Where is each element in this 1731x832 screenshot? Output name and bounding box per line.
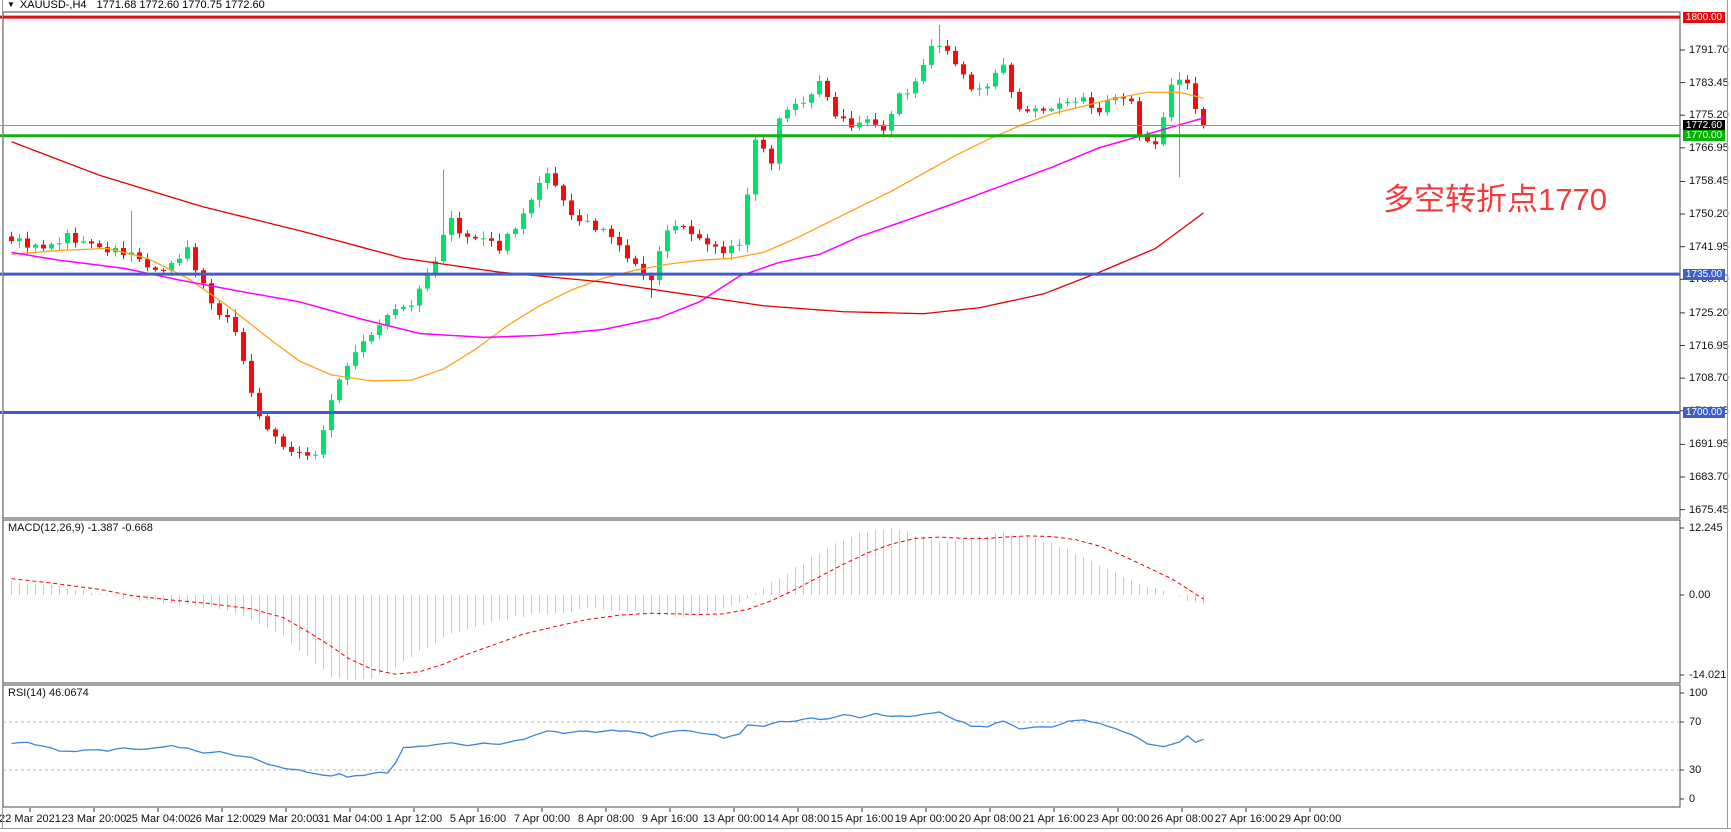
time-tick-label: 27 Apr 16:00 [1214, 813, 1278, 825]
symbol-period-label: XAUUSD-,H4 [19, 0, 87, 11]
price-badge-1800.00: 1800.00 [1683, 11, 1725, 23]
time-tick-label: 8 Apr 08:00 [577, 813, 635, 825]
rsi-line [11, 711, 1204, 778]
time-tick-label: 26 Apr 08:00 [1150, 813, 1214, 825]
rsi-scale-label: 70 [1689, 716, 1702, 728]
chart-info-bar: ▼ XAUUSD-,H4 1771.68 1772.60 1770.75 1772.… [0, 0, 1100, 12]
ma-slow-red [11, 141, 1204, 315]
rsi-panel[interactable] [2, 684, 1681, 808]
macd-label: MACD(12,26,9) -1.387 -0.668 [8, 522, 153, 534]
time-tick-label: 13 Apr 00:00 [702, 813, 766, 825]
time-tick-label: 21 Apr 16:00 [1022, 813, 1086, 825]
window-bottom-border [0, 828, 1731, 829]
price-tick-label: 1750.20 [1689, 208, 1729, 221]
time-tick-label: 23 Apr 00:00 [1086, 813, 1150, 825]
price-tick-label: 1741.95 [1689, 240, 1729, 253]
price-tick-label: 1691.95 [1689, 438, 1729, 451]
macd-panel[interactable] [2, 519, 1681, 684]
price-badge-1700.00: 1700.00 [1683, 407, 1725, 419]
price-tick-label: 1708.70 [1689, 372, 1729, 385]
time-tick-label: 1 Apr 12:00 [385, 813, 443, 825]
annotation-text[interactable]: 多空转折点1770 [1383, 182, 1607, 217]
time-tick-label: 23 Mar 20:00 [61, 813, 127, 825]
time-tick-label: 22 Mar 2021 [0, 813, 61, 825]
macd-scale-label: 12.245 [1689, 522, 1723, 534]
rsi-scale-label: 30 [1689, 764, 1702, 776]
main-chart-panel[interactable] [2, 11, 1681, 519]
macd-scale-label: 0.00 [1689, 589, 1711, 601]
time-tick-label: 14 Apr 08:00 [766, 813, 830, 825]
ma-mid-magenta [11, 117, 1204, 339]
price-tick-label: 1791.70 [1689, 43, 1729, 56]
symbol-dropdown-icon[interactable]: ▼ [7, 0, 15, 9]
time-tick-label: 29 Apr 00:00 [1278, 813, 1342, 825]
price-tick-label: 1783.45 [1689, 76, 1729, 89]
time-tick-label: 9 Apr 16:00 [641, 813, 699, 825]
macd-histogram [11, 528, 1204, 681]
price-badge-1735.00: 1735.00 [1683, 268, 1725, 280]
price-tick-label: 1675.45 [1689, 503, 1729, 516]
price-tick-label: 1683.70 [1689, 470, 1729, 483]
time-tick-label: 26 Mar 12:00 [189, 813, 255, 825]
ma-fast-orange [11, 91, 1204, 382]
price-tick-label: 1725.20 [1689, 306, 1729, 319]
ohlc-values: 1771.68 1772.60 1770.75 1772.60 [96, 0, 265, 11]
time-tick-label: 20 Apr 08:00 [958, 813, 1022, 825]
time-tick-label: 15 Apr 16:00 [830, 813, 894, 825]
window-right-border [1727, 0, 1728, 828]
rsi-scale-label: 0 [1689, 793, 1696, 805]
price-tick-label: 1716.95 [1689, 339, 1729, 352]
time-tick-label: 31 Mar 04:00 [317, 813, 383, 825]
macd-scale-label: -14.021 [1689, 669, 1727, 681]
price-tick-label: 1775.20 [1689, 109, 1729, 122]
time-tick-label: 25 Mar 04:00 [125, 813, 191, 825]
price-tick-label: 1766.95 [1689, 141, 1729, 154]
time-tick-label: 29 Mar 20:00 [253, 813, 319, 825]
price-tick-label: 1758.45 [1689, 175, 1729, 188]
price-badge-1772.60: 1772.60 [1683, 119, 1725, 131]
time-tick-label: 19 Apr 00:00 [894, 813, 958, 825]
rsi-scale-label: 100 [1689, 687, 1708, 699]
time-tick-label: 5 Apr 16:00 [449, 813, 507, 825]
window-left-border [2, 0, 3, 828]
time-tick-label: 7 Apr 00:00 [513, 813, 571, 825]
rsi-label: RSI(14) 46.0674 [8, 687, 89, 699]
price-badge-1770.00: 1770.00 [1683, 130, 1725, 142]
